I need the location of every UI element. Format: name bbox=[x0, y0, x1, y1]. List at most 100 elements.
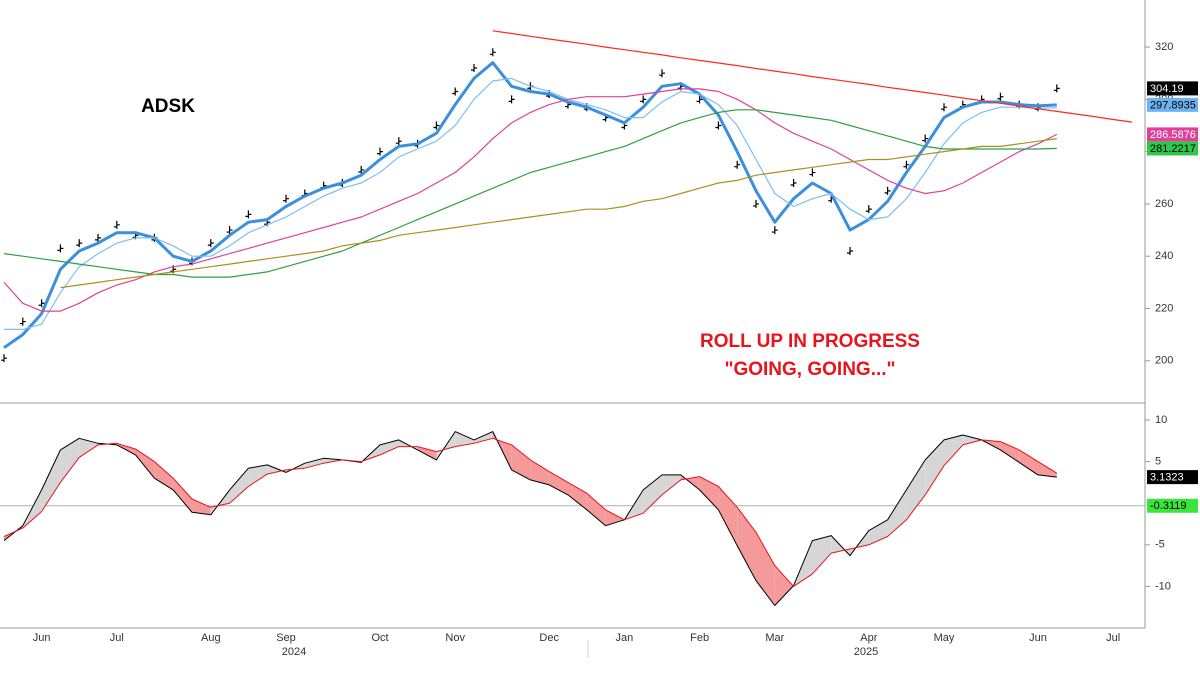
price-bar bbox=[1053, 84, 1060, 93]
y-tick-label: 220 bbox=[1155, 302, 1173, 314]
y-tick-label: 5 bbox=[1155, 455, 1161, 467]
price-bar bbox=[489, 48, 496, 57]
fill-between bbox=[474, 431, 493, 444]
fill-between bbox=[962, 434, 982, 445]
fill-between bbox=[925, 439, 944, 495]
y-tick-label: -10 bbox=[1155, 580, 1171, 592]
price-bar bbox=[790, 179, 797, 188]
price-bar bbox=[809, 168, 816, 177]
fill-between bbox=[680, 474, 700, 490]
series-line bbox=[3, 109, 1057, 278]
price-bar bbox=[734, 160, 741, 169]
fill-between bbox=[1019, 449, 1038, 475]
last-value-label-box bbox=[1147, 81, 1198, 96]
fill-between bbox=[906, 459, 926, 520]
x-tick-label: Oct bbox=[371, 632, 388, 644]
price-bar bbox=[19, 317, 26, 326]
fill-between bbox=[887, 489, 907, 537]
price-bar bbox=[95, 233, 101, 242]
x-tick-label: Nov bbox=[445, 632, 465, 644]
fill-between bbox=[699, 476, 719, 510]
fill-between bbox=[774, 565, 794, 606]
x-tick-label: Apr bbox=[860, 632, 877, 644]
ticker-label: ADSK bbox=[141, 96, 195, 117]
series-line bbox=[3, 437, 1058, 587]
last-value-label: 304.19 bbox=[1150, 83, 1184, 95]
annotation: ROLL UP IN PROGRESS bbox=[700, 331, 920, 352]
annotation: "GOING, GOING..." bbox=[724, 359, 895, 380]
year-label: 2025 bbox=[854, 646, 878, 658]
fill-between bbox=[417, 446, 437, 460]
price-bar bbox=[38, 299, 45, 308]
fill-between bbox=[568, 482, 587, 510]
y-tick-label: 200 bbox=[1155, 355, 1173, 367]
x-tick-label: Mar bbox=[765, 632, 784, 644]
price-bar bbox=[433, 121, 440, 130]
series-line bbox=[60, 138, 1057, 289]
fill-between bbox=[586, 493, 606, 526]
fill-between bbox=[455, 431, 474, 447]
fill-between bbox=[530, 459, 550, 485]
fill-between bbox=[248, 464, 268, 487]
price-bar bbox=[508, 95, 515, 104]
price-bar bbox=[997, 92, 1004, 101]
fill-between bbox=[944, 434, 963, 466]
last-value-label: 281.2217 bbox=[1150, 143, 1196, 155]
y-tick-label: 10 bbox=[1155, 414, 1167, 426]
y-tick-label: 320 bbox=[1155, 41, 1173, 53]
x-tick-label: Sep bbox=[276, 632, 296, 644]
fill-between bbox=[549, 471, 568, 495]
fill-between bbox=[1000, 441, 1020, 463]
last-value-label-box bbox=[1147, 141, 1198, 156]
last-value-label: 297.8935 bbox=[1150, 99, 1196, 111]
series-line bbox=[4, 77, 1057, 330]
fill-between bbox=[173, 478, 192, 513]
price-bar bbox=[847, 246, 853, 255]
price-bar bbox=[283, 194, 289, 203]
price-bar bbox=[471, 63, 477, 72]
fill-between bbox=[60, 438, 80, 483]
fill-between bbox=[1038, 461, 1057, 478]
fill-between bbox=[135, 449, 155, 479]
price-bar bbox=[113, 220, 120, 229]
price-bar bbox=[1, 354, 7, 363]
year-label: 2024 bbox=[282, 646, 306, 658]
fill-between bbox=[737, 507, 756, 581]
x-tick-label: Jul bbox=[1106, 632, 1120, 644]
price-bar bbox=[659, 69, 665, 78]
y-tick-label: 240 bbox=[1155, 250, 1173, 262]
price-bar bbox=[865, 205, 872, 214]
last-value-label-box bbox=[1147, 97, 1198, 112]
fill-between bbox=[192, 499, 211, 515]
price-bar bbox=[226, 226, 233, 235]
price-bar bbox=[452, 87, 459, 96]
x-tick-label: Jun bbox=[33, 632, 51, 644]
price-bar bbox=[395, 137, 402, 146]
x-tick-label: Jun bbox=[1029, 632, 1047, 644]
y-tick-label: 260 bbox=[1155, 198, 1173, 210]
series-line bbox=[3, 88, 1058, 312]
x-tick-label: May bbox=[934, 632, 955, 644]
series-line bbox=[3, 61, 1057, 349]
price-bar bbox=[76, 239, 83, 248]
price-bar bbox=[884, 186, 891, 195]
price-bar bbox=[358, 165, 365, 174]
fill-between bbox=[812, 535, 832, 574]
price-bar bbox=[753, 199, 759, 208]
price-bar bbox=[57, 244, 64, 253]
price-bar bbox=[941, 103, 947, 112]
series-line bbox=[3, 431, 1057, 606]
fill-between bbox=[436, 431, 456, 460]
fill-between bbox=[756, 532, 775, 606]
price-bar bbox=[245, 210, 252, 219]
price-bar bbox=[771, 226, 778, 235]
fill-between bbox=[643, 474, 662, 514]
fill-between bbox=[79, 438, 98, 458]
fill-between bbox=[41, 449, 61, 512]
fill-between bbox=[229, 468, 249, 504]
x-tick-label: Feb bbox=[690, 632, 709, 644]
price-bar bbox=[640, 95, 647, 104]
fill-between bbox=[718, 486, 738, 546]
